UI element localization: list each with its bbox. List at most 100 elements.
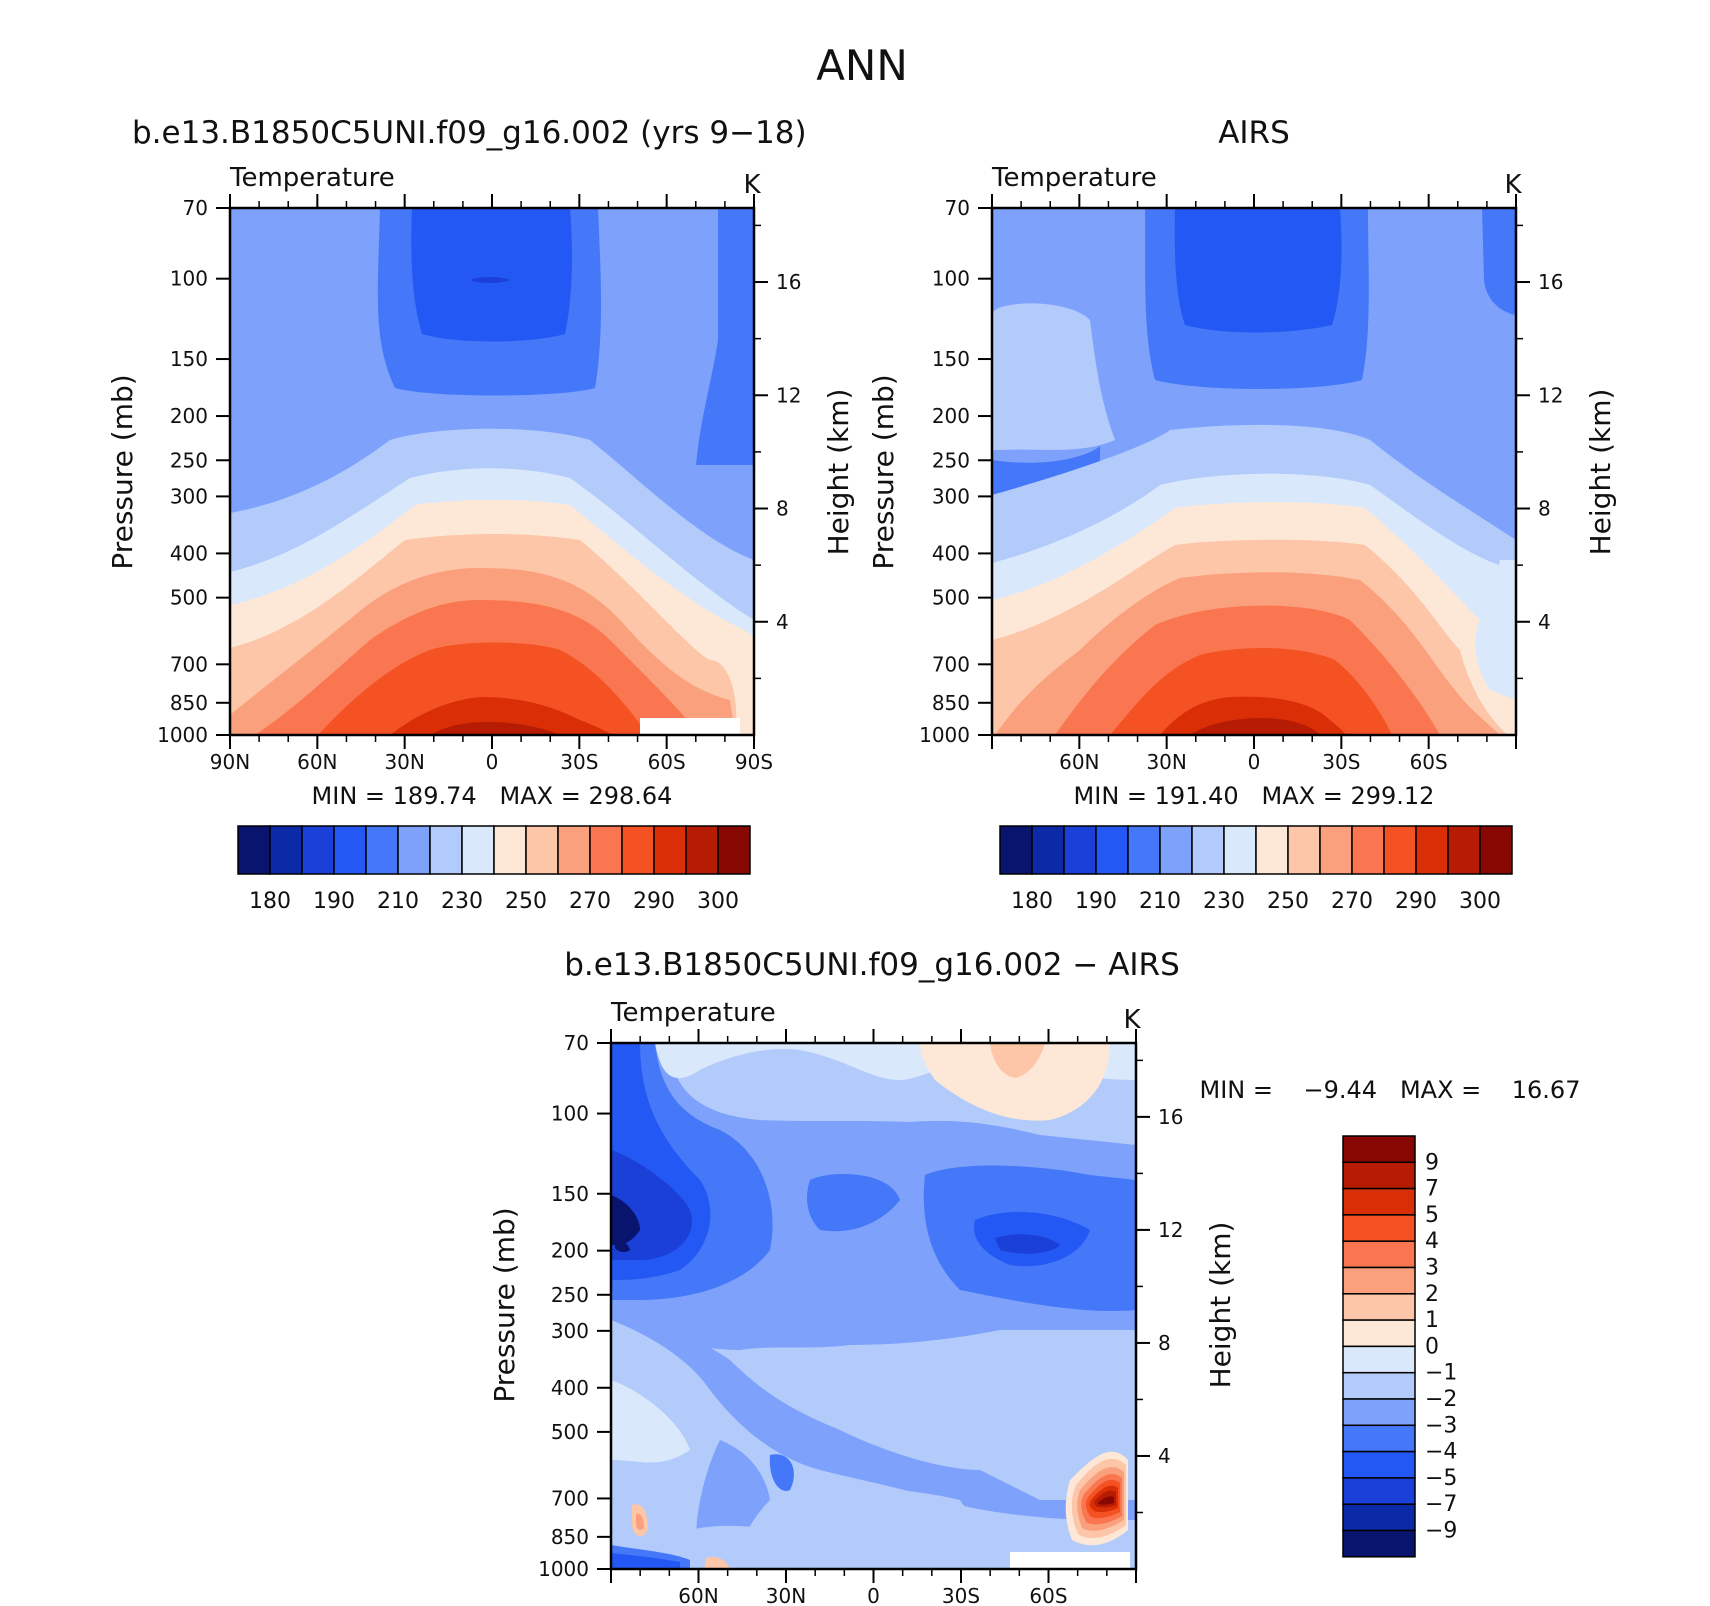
panel-diff-y-axis: 70 100 150 200 250 300 400 500 700 850 1000 (538, 1031, 611, 1581)
panel-model-y-axis: 70 100 150 200 250 300 400 500 700 850 1000 (157, 196, 230, 747)
y-tick-label: 300 (551, 1319, 589, 1343)
colorbar-label: −9 (1425, 1519, 1457, 1544)
panel-model-min-max: MIN = 189.74 MAX = 298.64 (312, 782, 673, 810)
colorbar-swatch (1342, 1503, 1416, 1532)
x-tick-label: 30N (1146, 750, 1186, 774)
colorbar-swatch (1095, 825, 1129, 875)
y-tick-label: 200 (170, 404, 208, 428)
panel-diff-contours (611, 1043, 1136, 1569)
panel-diff-left-string: Temperature (610, 998, 776, 1028)
colorbar-label: −2 (1425, 1387, 1457, 1412)
colorbar-swatch (1342, 1477, 1416, 1505)
colorbar-swatch (1255, 825, 1289, 875)
colorbar-swatch (237, 825, 271, 875)
panel-model-contours (230, 208, 754, 735)
colorbar-label: −5 (1425, 1466, 1457, 1491)
panel-airs: AIRS Temperature K 70 100 150 200 250 300 400 5… (867, 115, 1617, 914)
colorbar-swatch (493, 825, 527, 875)
colorbar-swatch (365, 825, 399, 875)
colorbar-swatch (1342, 1319, 1416, 1348)
colorbar-swatch (999, 825, 1033, 875)
panel-model: b.e13.B1850C5UNI.f09_g16.002 (yrs 9−18) … (106, 115, 855, 914)
colorbar-swatch (461, 825, 495, 875)
panel-airs-title: AIRS (1218, 115, 1290, 151)
panel-diff-units: K (1123, 1005, 1141, 1035)
colorbar-label: 0 (1425, 1334, 1439, 1359)
x-tick-label: 30S (560, 750, 598, 774)
colorbar-swatch (1223, 825, 1257, 875)
colorbar-label: 290 (1395, 889, 1437, 914)
y-tick-label: 700 (170, 652, 208, 676)
panel-airs-right-axis: 16 12 8 4 (1516, 224, 1563, 680)
y-tick-label: 300 (170, 484, 208, 508)
y-tick-label: 70 (564, 1031, 589, 1055)
colorbar-label: 5 (1425, 1203, 1439, 1228)
y-tick-label: 100 (170, 267, 208, 291)
y-tick-label: 500 (932, 586, 970, 610)
panel-airs-x-axis: 60N 30N 0 30S 60S (991, 194, 1517, 774)
colorbar-swatch (1342, 1135, 1416, 1164)
panel-airs-ylabel-right: Height (km) (1584, 389, 1617, 556)
colorbar-swatch (557, 825, 591, 875)
panel-model-left-string: Temperature (229, 163, 395, 193)
colorbar-label: 230 (441, 889, 483, 914)
colorbar-swatch (1447, 825, 1481, 875)
colorbar-label: −7 (1425, 1492, 1457, 1517)
y-right-tick-label: 8 (1158, 1331, 1171, 1355)
y-right-tick-label: 16 (1538, 270, 1563, 294)
x-tick-label: 30N (766, 1584, 806, 1606)
colorbar-label: 1 (1425, 1308, 1439, 1333)
x-tick-label: 90N (210, 750, 250, 774)
y-tick-label: 1000 (157, 723, 208, 747)
y-right-tick-label: 4 (776, 610, 789, 634)
panel-airs-units: K (1504, 170, 1522, 200)
colorbar-swatch (1342, 1371, 1416, 1400)
y-tick-label: 700 (551, 1486, 589, 1510)
colorbar-swatch (301, 825, 335, 875)
colorbar-swatch (621, 825, 655, 875)
y-tick-label: 1000 (538, 1557, 589, 1581)
y-right-tick-label: 16 (1158, 1105, 1183, 1129)
colorbar-label: −3 (1425, 1413, 1457, 1438)
colorbar-swatch (1342, 1293, 1416, 1321)
y-tick-label: 400 (551, 1376, 589, 1400)
colorbar-label: 290 (633, 889, 675, 914)
colorbar-swatch (397, 825, 431, 875)
y-tick-label: 100 (551, 1102, 589, 1126)
colorbar-swatch (333, 825, 367, 875)
x-tick-label: 0 (1248, 750, 1261, 774)
panel-airs-left-string: Temperature (991, 163, 1157, 193)
x-tick-label: 30S (942, 1584, 980, 1606)
x-tick-label: 0 (486, 750, 499, 774)
colorbar-swatch (1342, 1529, 1416, 1558)
x-tick-label: 60N (297, 750, 337, 774)
figure-title: ANN (816, 41, 908, 90)
y-right-tick-label: 4 (1158, 1444, 1171, 1468)
x-tick-label: 60N (678, 1584, 718, 1606)
x-tick-label: 60S (648, 750, 686, 774)
colorbar-label: 300 (1459, 889, 1501, 914)
panel-model-colorbar: 180 190 210 230 250 270 290 300 (237, 825, 751, 914)
y-tick-label: 100 (932, 267, 970, 291)
colorbar-swatch (1031, 825, 1065, 875)
colorbar-swatch (429, 825, 463, 875)
colorbar-swatch (1127, 825, 1161, 875)
y-tick-label: 200 (932, 404, 970, 428)
y-tick-label: 500 (551, 1420, 589, 1444)
colorbar-label: −1 (1425, 1361, 1457, 1386)
x-tick-label: 60S (1410, 750, 1448, 774)
panel-diff-x-axis: 60N 30N 0 30S 60S (610, 1029, 1137, 1606)
y-tick-label: 850 (932, 691, 970, 715)
colorbar-swatch (525, 825, 559, 875)
y-right-tick-label: 8 (1538, 497, 1551, 521)
colorbar-swatch (1342, 1240, 1416, 1269)
y-tick-label: 1000 (919, 723, 970, 747)
y-right-tick-label: 4 (1538, 610, 1551, 634)
panel-model-title: b.e13.B1850C5UNI.f09_g16.002 (yrs 9−18) (132, 115, 807, 151)
y-right-tick-label: 12 (776, 383, 801, 407)
panel-model-units: K (743, 170, 761, 200)
colorbar-swatch (1342, 1398, 1416, 1427)
y-tick-label: 300 (932, 484, 970, 508)
colorbar-swatch (1342, 1187, 1416, 1216)
colorbar-label: 230 (1203, 889, 1245, 914)
